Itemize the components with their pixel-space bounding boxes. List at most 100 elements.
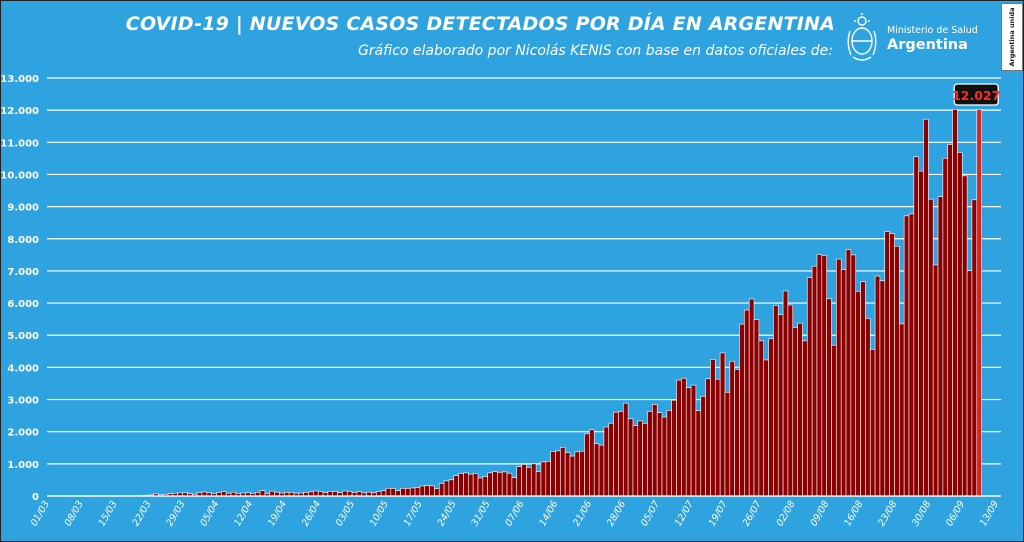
bar xyxy=(671,399,677,497)
bar xyxy=(521,464,527,497)
bar xyxy=(690,384,697,497)
bar xyxy=(511,477,518,497)
bar xyxy=(777,314,784,497)
x-tick-label: 13/09 xyxy=(978,499,1001,528)
bar xyxy=(879,280,886,497)
bar xyxy=(957,152,963,497)
bar xyxy=(831,344,837,497)
bar xyxy=(535,471,542,497)
bar xyxy=(603,426,610,497)
y-tick-label: 3.000 xyxy=(7,396,39,407)
bar xyxy=(627,418,634,497)
bar xyxy=(865,318,871,497)
bar xyxy=(787,304,794,497)
x-tick-label: 23/08 xyxy=(876,499,899,528)
bar xyxy=(472,473,479,497)
x-tick-label: 19/07 xyxy=(707,499,730,528)
bar xyxy=(642,423,648,497)
bar xyxy=(753,319,760,497)
bar xyxy=(584,433,590,497)
ministry-name: Ministerio de Salud xyxy=(887,25,978,36)
bar xyxy=(923,118,929,497)
bar xyxy=(758,340,765,497)
argentina-coat-of-arms-icon xyxy=(847,13,877,61)
x-tick-label: 28/06 xyxy=(605,499,628,528)
bar xyxy=(894,245,900,497)
bar xyxy=(947,144,953,497)
bar xyxy=(269,490,275,497)
bar xyxy=(453,475,459,497)
bar xyxy=(966,270,973,497)
bar xyxy=(918,170,924,497)
ministry-country: Argentina xyxy=(887,37,968,53)
x-tick-label: 31/05 xyxy=(469,499,492,528)
chart-title: COVID-19 | NUEVOS CASOS DETECTADOS POR D… xyxy=(125,13,835,35)
y-tick-label: 9.000 xyxy=(7,203,39,214)
bar xyxy=(448,479,455,497)
x-tick-label: 12/07 xyxy=(673,499,696,528)
x-tick-label: 05/07 xyxy=(639,499,662,528)
bar xyxy=(327,490,334,497)
x-tick-label: 07/06 xyxy=(503,499,526,528)
bar xyxy=(719,352,726,497)
y-tick-label: 4.000 xyxy=(7,363,39,374)
bar xyxy=(889,233,895,497)
bar xyxy=(497,472,503,497)
bar xyxy=(705,378,711,497)
bar xyxy=(424,485,430,497)
x-tick-label: 15/03 xyxy=(97,499,120,528)
bar xyxy=(792,327,798,497)
y-tick-label: 1.000 xyxy=(7,460,39,471)
bar xyxy=(937,196,944,497)
bar xyxy=(899,323,905,497)
bar xyxy=(647,411,653,497)
bar xyxy=(826,298,832,497)
bar xyxy=(259,490,266,497)
bar xyxy=(555,450,561,497)
bar xyxy=(593,443,600,497)
bar xyxy=(666,410,673,497)
bar xyxy=(806,277,813,497)
bar xyxy=(560,447,566,497)
bar xyxy=(656,412,663,497)
bar xyxy=(773,305,779,497)
bar xyxy=(932,264,939,497)
bar xyxy=(652,404,658,497)
bar xyxy=(685,387,692,497)
bar xyxy=(468,473,474,497)
highlight-value-label: 12.027 xyxy=(952,88,1000,103)
argentina-unida-badge: Argentina unida xyxy=(1001,3,1023,71)
x-tick-label: 26/07 xyxy=(741,499,764,528)
bar xyxy=(516,466,522,497)
bar xyxy=(443,480,450,497)
bar xyxy=(429,485,435,497)
bar xyxy=(928,198,934,497)
bar xyxy=(797,322,803,497)
x-tick-label: 12/04 xyxy=(232,499,255,528)
x-tick-label: 09/08 xyxy=(808,499,831,528)
y-tick-label: 10.000 xyxy=(1,170,39,181)
x-tick-label: 10/05 xyxy=(368,499,391,528)
bar xyxy=(390,488,396,497)
bar xyxy=(463,472,469,497)
highlight-callout-box xyxy=(953,83,999,106)
bar xyxy=(409,487,416,497)
bar xyxy=(434,488,440,497)
bar xyxy=(821,255,827,497)
bar xyxy=(724,392,731,497)
bar xyxy=(395,490,401,497)
bar xyxy=(908,213,915,497)
bar xyxy=(487,472,493,497)
bar xyxy=(836,258,842,497)
bar xyxy=(782,290,789,497)
bar xyxy=(308,491,314,497)
bar xyxy=(342,490,348,497)
bar xyxy=(574,451,580,497)
bar xyxy=(952,109,958,497)
bar xyxy=(385,487,392,497)
bar xyxy=(477,477,484,497)
x-tick-label: 17/05 xyxy=(402,499,425,528)
bar xyxy=(676,379,682,497)
bar xyxy=(550,451,556,497)
